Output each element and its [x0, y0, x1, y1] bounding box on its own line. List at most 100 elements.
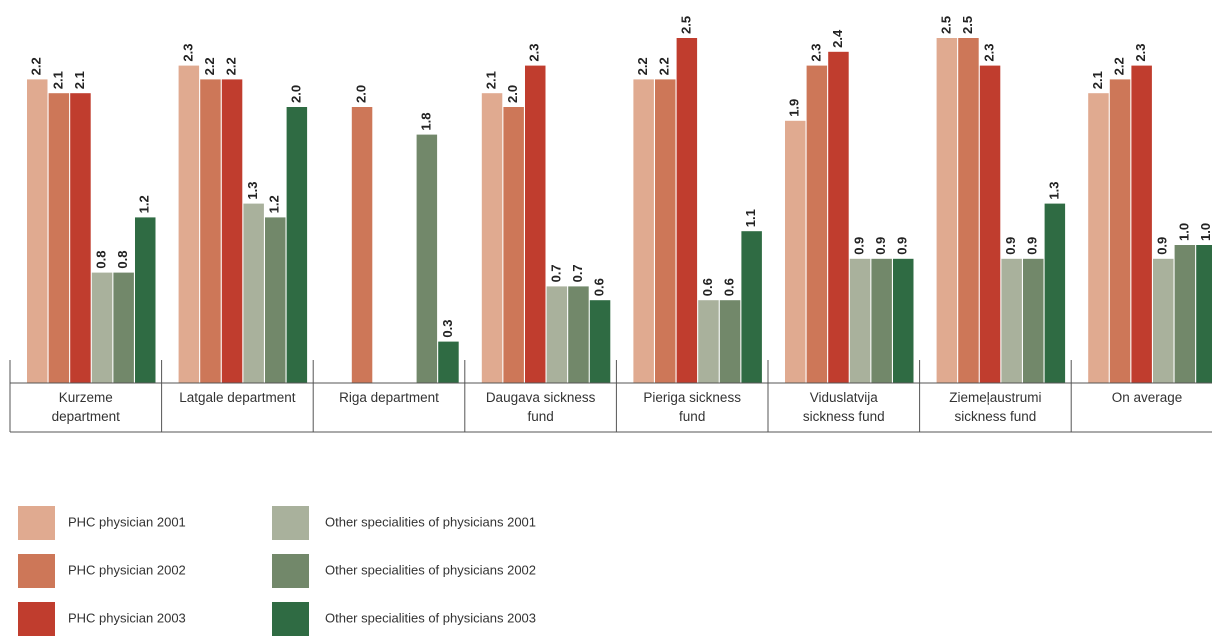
bar	[503, 107, 524, 383]
bar	[849, 258, 871, 383]
value-label: 0.6	[591, 278, 606, 296]
value-label: 2.5	[938, 16, 953, 34]
bar	[655, 79, 676, 384]
legend-label: Other specialities of physicians 2001	[325, 514, 536, 529]
bar	[221, 79, 243, 384]
legend-label: Other specialities of physicians 2003	[325, 610, 536, 625]
x-tick-label: Kurzeme department	[51, 390, 120, 424]
bar	[1044, 203, 1066, 383]
x-tick-label: Pieriga sickness fund	[643, 390, 741, 424]
value-label: 1.2	[137, 195, 152, 213]
value-label: 1.3	[245, 182, 260, 200]
value-label: 0.7	[570, 264, 585, 282]
bar	[1088, 93, 1109, 383]
value-label: 2.3	[808, 44, 823, 62]
legend-swatch	[272, 602, 309, 636]
bar	[871, 258, 892, 383]
bar	[893, 258, 914, 383]
value-label: 1.8	[418, 113, 433, 131]
bar	[27, 79, 48, 384]
bar	[936, 38, 958, 383]
bar	[265, 217, 286, 383]
bar	[568, 286, 589, 383]
value-label: 0.7	[548, 264, 563, 282]
value-label: 0.8	[93, 251, 108, 269]
bar	[633, 79, 654, 384]
value-label: 2.4	[830, 29, 845, 48]
bar	[589, 300, 611, 383]
bar	[481, 93, 503, 383]
bar	[1153, 258, 1174, 383]
value-label: 2.2	[1111, 57, 1126, 75]
value-label: 0.9	[873, 237, 888, 255]
value-label: 2.5	[960, 16, 975, 34]
value-label: 2.2	[202, 57, 217, 75]
bar	[200, 79, 221, 384]
bar	[958, 38, 979, 383]
value-label: 0.6	[700, 278, 715, 296]
legend-swatch	[18, 506, 55, 540]
value-label: 2.0	[505, 85, 520, 103]
bar	[416, 134, 438, 383]
legend-label: PHC physician 2003	[68, 610, 186, 625]
bar	[1023, 258, 1044, 383]
value-label: 1.0	[1198, 223, 1212, 241]
x-tick-label: Daugava sickness fund	[485, 390, 596, 424]
bar	[48, 93, 70, 383]
x-tick-label: Latgale department	[179, 390, 296, 405]
bar	[719, 300, 741, 383]
value-label: 0.9	[895, 237, 910, 255]
value-label: 2.2	[223, 57, 238, 75]
value-label: 2.3	[180, 44, 195, 62]
legend-label: PHC physician 2002	[68, 562, 186, 577]
value-label: 0.9	[1003, 237, 1018, 255]
value-label: 1.1	[743, 209, 758, 227]
bar	[1109, 79, 1131, 384]
bar	[828, 51, 849, 384]
bar	[698, 300, 719, 383]
bar	[438, 341, 459, 383]
bar	[178, 65, 200, 383]
value-label: 1.3	[1046, 182, 1061, 200]
value-label: 2.1	[483, 71, 498, 89]
bar	[243, 203, 264, 383]
bar	[785, 120, 806, 384]
bar	[70, 93, 91, 383]
bar	[91, 272, 113, 383]
x-tick-label: On average	[1111, 390, 1183, 405]
value-label: 2.5	[678, 16, 693, 34]
x-tick-label: Ziemeļaustrumi sickness fund	[949, 390, 1042, 424]
bar	[1174, 245, 1196, 383]
bar	[135, 217, 156, 383]
value-label: 1.9	[787, 99, 802, 117]
bar	[546, 286, 568, 383]
bar	[113, 272, 134, 383]
legend-swatch	[272, 554, 309, 588]
value-label: 2.3	[981, 44, 996, 62]
value-label: 0.8	[115, 251, 130, 269]
value-label: 2.3	[527, 44, 542, 62]
value-label: 2.2	[657, 57, 672, 75]
bar	[741, 231, 762, 383]
legend-swatch	[272, 506, 309, 540]
legend-swatch	[18, 554, 55, 588]
value-label: 0.9	[1155, 237, 1170, 255]
value-label: 2.3	[1133, 44, 1148, 62]
x-tick-label: Riga department	[339, 390, 439, 405]
value-label: 0.3	[440, 320, 455, 338]
value-label: 1.0	[1176, 223, 1191, 241]
bar	[525, 65, 546, 383]
value-label: 0.6	[721, 278, 736, 296]
value-label: 2.1	[1090, 71, 1105, 89]
bar	[1131, 65, 1152, 383]
bar	[286, 107, 308, 383]
value-label: 2.2	[29, 57, 44, 75]
value-label: 2.0	[353, 85, 368, 103]
legend-label: Other specialities of physicians 2002	[325, 562, 536, 577]
bar	[806, 65, 828, 383]
value-label: 2.0	[288, 85, 303, 103]
value-label: 2.1	[50, 71, 65, 89]
bar	[1196, 245, 1212, 383]
value-label: 0.9	[851, 237, 866, 255]
